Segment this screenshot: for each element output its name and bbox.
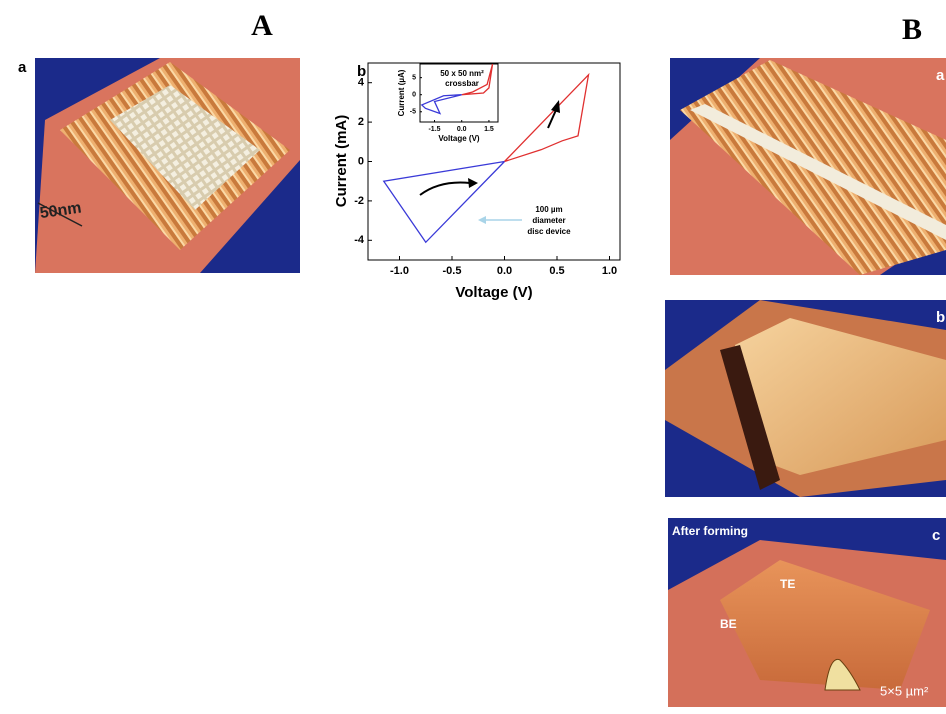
y-tick-label: 5 bbox=[412, 74, 416, 81]
afm-image bbox=[35, 58, 300, 273]
x-axis-label: Voltage (V) bbox=[455, 284, 532, 301]
annotation: disc device bbox=[527, 227, 571, 236]
x-tick-label: -1.5 bbox=[428, 126, 440, 133]
y-tick-label: 0 bbox=[412, 92, 416, 99]
x-tick-label: 1.5 bbox=[484, 126, 494, 133]
inset-y-label: Current (µA) bbox=[397, 69, 406, 116]
panel-label: b bbox=[936, 309, 945, 326]
electrode-label: BE bbox=[720, 617, 737, 631]
afm-image bbox=[668, 518, 946, 707]
panel-label: c bbox=[932, 527, 940, 544]
electrode-label: TE bbox=[780, 577, 795, 591]
y-tick-label: 2 bbox=[358, 116, 364, 128]
figure-label: B bbox=[902, 13, 922, 46]
figure: A B a 50nm b -1.0-0.50.00.51.0-4-2024Vol… bbox=[0, 0, 946, 709]
x-tick-label: -0.5 bbox=[443, 265, 462, 277]
iv-chart: -1.0 -0.5 0.0 0.5 1.0 -4 -2 0 2 4 Voltage (V) Curre… bbox=[333, 63, 620, 301]
panel-label: a bbox=[18, 59, 27, 76]
scale-label: 5×5 µm² bbox=[880, 683, 929, 698]
afm-image bbox=[665, 300, 946, 497]
inset-x-label: Voltage (V) bbox=[438, 134, 480, 143]
annotation: 100 µm bbox=[535, 205, 562, 214]
y-tick-label: 0 bbox=[358, 155, 364, 167]
y-tick-label: -5 bbox=[410, 109, 416, 116]
x-tick-label: -1.0 bbox=[390, 265, 409, 277]
inset-title: 50 x 50 nm² bbox=[440, 69, 484, 78]
x-tick-label: 0.0 bbox=[457, 126, 467, 133]
caption: After forming bbox=[672, 524, 748, 538]
x-tick-label: 0.5 bbox=[549, 265, 564, 277]
afm-image bbox=[670, 58, 946, 275]
y-tick-label: -4 bbox=[354, 234, 365, 246]
inset-title: crossbar bbox=[445, 79, 479, 88]
figure-label: A bbox=[251, 9, 273, 42]
y-tick-label: 4 bbox=[358, 77, 365, 89]
x-tick-label: 0.0 bbox=[497, 265, 512, 277]
panel-label: a bbox=[936, 67, 945, 84]
y-axis-label: Current (mA) bbox=[333, 115, 350, 208]
y-tick-label: -2 bbox=[354, 195, 364, 207]
x-tick-label: 1.0 bbox=[602, 265, 617, 277]
annotation: diameter bbox=[532, 216, 565, 225]
